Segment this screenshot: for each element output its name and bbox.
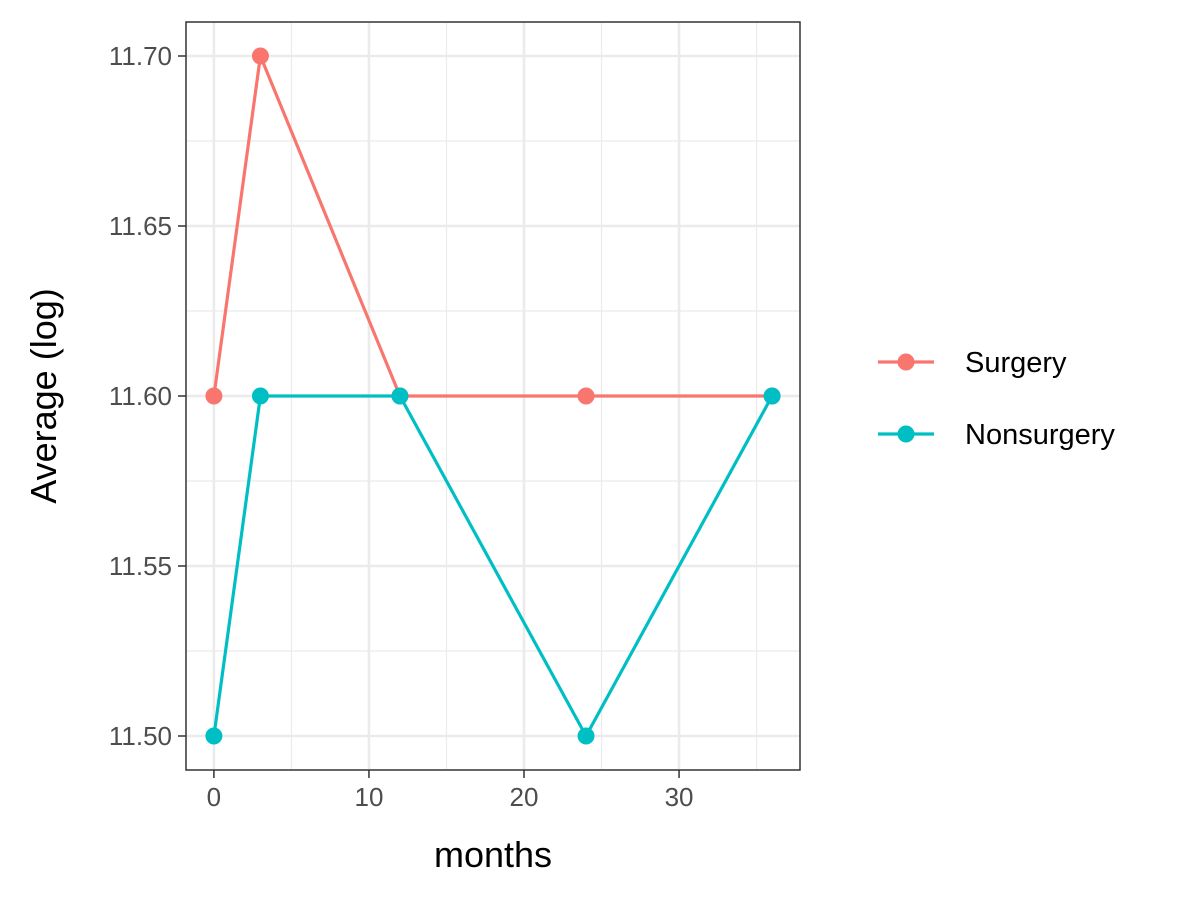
legend-label-nonsurgery: Nonsurgery: [965, 419, 1115, 451]
surgery-data-point: [251, 47, 269, 65]
surgery-data-point: [577, 387, 595, 405]
legend-key-point-surgery: [897, 353, 915, 371]
legend-label-surgery: Surgery: [965, 347, 1067, 379]
x-tick-label: 10: [354, 782, 383, 812]
y-tick-label: 11.50: [109, 721, 172, 751]
nonsurgery-data-point: [251, 387, 269, 405]
nonsurgery-data-point: [763, 387, 781, 405]
x-axis-title: months: [434, 834, 552, 875]
nonsurgery-data-point: [577, 727, 595, 745]
surgery-data-point: [205, 387, 223, 405]
legend: Surgery Nonsurgery: [878, 347, 1115, 451]
x-tick-label: 0: [207, 782, 221, 812]
legend-key-point-nonsurgery: [897, 425, 915, 443]
x-tick-label: 20: [510, 782, 539, 812]
y-tick-label: 11.70: [109, 41, 172, 71]
x-tick-label: 30: [665, 782, 694, 812]
nonsurgery-data-point: [205, 727, 223, 745]
tick-labels: 0 10 20 30 11.50 11.55 11.60 11.65 11.70: [109, 41, 694, 812]
y-axis-title: Average (log): [23, 288, 64, 503]
y-tick-label: 11.65: [109, 211, 172, 241]
series-layer: [205, 47, 781, 745]
nonsurgery-data-point: [391, 387, 409, 405]
y-tick-label: 11.55: [109, 551, 172, 581]
y-tick-label: 11.60: [109, 381, 172, 411]
axis-ticks: [178, 55, 680, 778]
